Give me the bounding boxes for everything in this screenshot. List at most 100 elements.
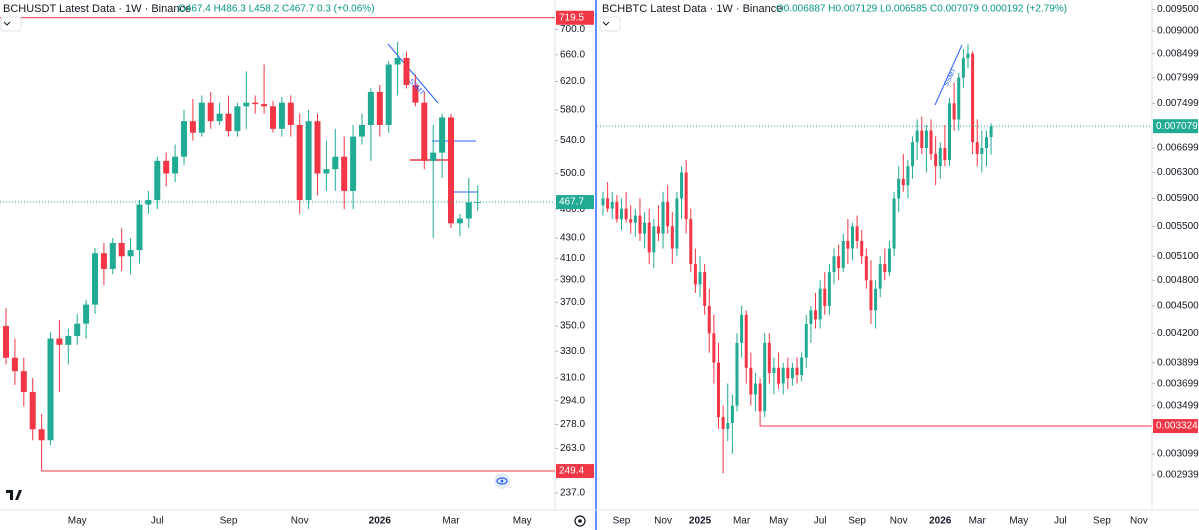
last-price-label: 0.007079 — [1156, 121, 1198, 132]
candle-body — [606, 198, 610, 209]
y-tick-label: 0.003099 — [1157, 448, 1199, 459]
candle-body — [961, 58, 965, 78]
candle-body — [305, 121, 312, 200]
candle-body — [837, 256, 841, 269]
candle-body — [740, 314, 744, 343]
level-badge — [556, 464, 594, 479]
candle-body — [465, 202, 472, 219]
y-tick-label: 0.004200 — [1157, 328, 1199, 339]
candle-body — [189, 121, 196, 133]
candle-body — [181, 121, 187, 157]
level-label: 249.4 — [559, 466, 584, 477]
candle-body — [980, 148, 984, 154]
candle-body — [864, 256, 868, 281]
y-tick-label: 237.0 — [560, 488, 585, 499]
candle-body — [163, 160, 170, 174]
y-tick-label: 310.0 — [560, 373, 585, 384]
last-price-badge — [1153, 119, 1198, 134]
candle-body — [823, 288, 827, 306]
candle-body — [804, 323, 808, 358]
candle-body — [897, 178, 901, 199]
candle-body — [693, 264, 697, 285]
candle-body — [323, 169, 330, 174]
chart-title: BCHUSDT Latest Data · 1W · Binance — [3, 3, 191, 15]
candle-body — [850, 226, 854, 249]
y-tick-label: 500.0 — [560, 168, 585, 179]
candle-body — [647, 222, 651, 253]
candle-body — [846, 240, 850, 249]
y-tick-label: 0.006699 — [1157, 143, 1199, 154]
candle-body — [966, 53, 970, 59]
candle-body — [911, 142, 915, 167]
plot-left — [0, 17, 555, 472]
candle-body — [65, 335, 72, 345]
candle-body — [975, 142, 979, 154]
candle-body — [800, 357, 804, 376]
candle-body — [127, 250, 134, 257]
collapse-badge[interactable] — [0, 16, 22, 32]
x-tick-label: Sep — [848, 516, 866, 527]
candle-body — [934, 153, 938, 167]
candle-body — [172, 156, 179, 174]
x-tick-label: Sep — [220, 516, 238, 527]
y-tick-label: 540.0 — [560, 135, 585, 146]
candle-body — [74, 323, 81, 336]
candle-body — [341, 156, 348, 191]
candle-body — [730, 405, 734, 423]
candle-body — [860, 240, 864, 257]
candle-body — [270, 106, 276, 129]
y-tick-label: 263.0 — [560, 443, 585, 454]
trend-line — [934, 44, 963, 106]
x-tick-label: May — [68, 516, 87, 527]
y-tick-label: 0.004800 — [1157, 275, 1199, 286]
tradingview-logo[interactable] — [2, 482, 28, 506]
y-tick-label: 0.009500 — [1157, 4, 1199, 15]
y-tick-label: 0.002939 — [1157, 470, 1199, 481]
x-tick-label: Jul — [814, 516, 827, 527]
candle-body — [763, 342, 767, 412]
y-tick-label: 700.0 — [560, 24, 585, 35]
candle-body — [938, 148, 942, 167]
candle-body — [136, 204, 143, 251]
y-tick-label: 278.0 — [560, 419, 585, 430]
candle-body — [47, 338, 54, 441]
candle-body — [83, 304, 90, 324]
level-badge — [556, 10, 594, 25]
y-tick-label: 330.0 — [560, 346, 585, 357]
x-tick-label: Nov — [890, 516, 908, 527]
candle-body — [394, 57, 401, 65]
candle-body — [145, 199, 152, 205]
candle-body — [359, 124, 365, 137]
candle-body — [878, 264, 882, 289]
candle-body — [314, 121, 321, 174]
y-tick-label: 660.0 — [560, 49, 585, 60]
candle-body — [721, 417, 725, 429]
candle-body — [216, 113, 223, 122]
y-tick-label: 0.009000 — [1157, 26, 1199, 37]
candle-body — [376, 91, 383, 125]
candle-body — [786, 367, 790, 379]
candle-body — [100, 253, 107, 269]
candle-body — [661, 201, 665, 234]
candle-body — [906, 166, 910, 186]
candle-body — [707, 305, 711, 334]
y-tick-label: 0.007499 — [1157, 98, 1199, 109]
last-price-label: 467.7 — [559, 197, 584, 208]
candle-body — [971, 53, 975, 143]
candle-body — [109, 243, 116, 269]
collapse-badge[interactable] — [599, 16, 621, 32]
y-tick-label: 0.005100 — [1157, 251, 1199, 262]
x-tick-label: May — [1009, 516, 1028, 527]
candle-body — [874, 288, 878, 311]
candle-body — [772, 367, 776, 373]
candle-body — [735, 342, 739, 406]
candle-body — [278, 102, 285, 129]
candle-body — [198, 102, 205, 133]
candle-body — [984, 137, 988, 149]
visibility-icon[interactable] — [494, 473, 510, 489]
candle-body — [154, 160, 161, 200]
settings-icon[interactable] — [574, 515, 586, 527]
y-tick-label: 350.0 — [560, 321, 585, 332]
x-tick-label: 2026 — [369, 516, 392, 527]
candle-body — [929, 130, 933, 154]
